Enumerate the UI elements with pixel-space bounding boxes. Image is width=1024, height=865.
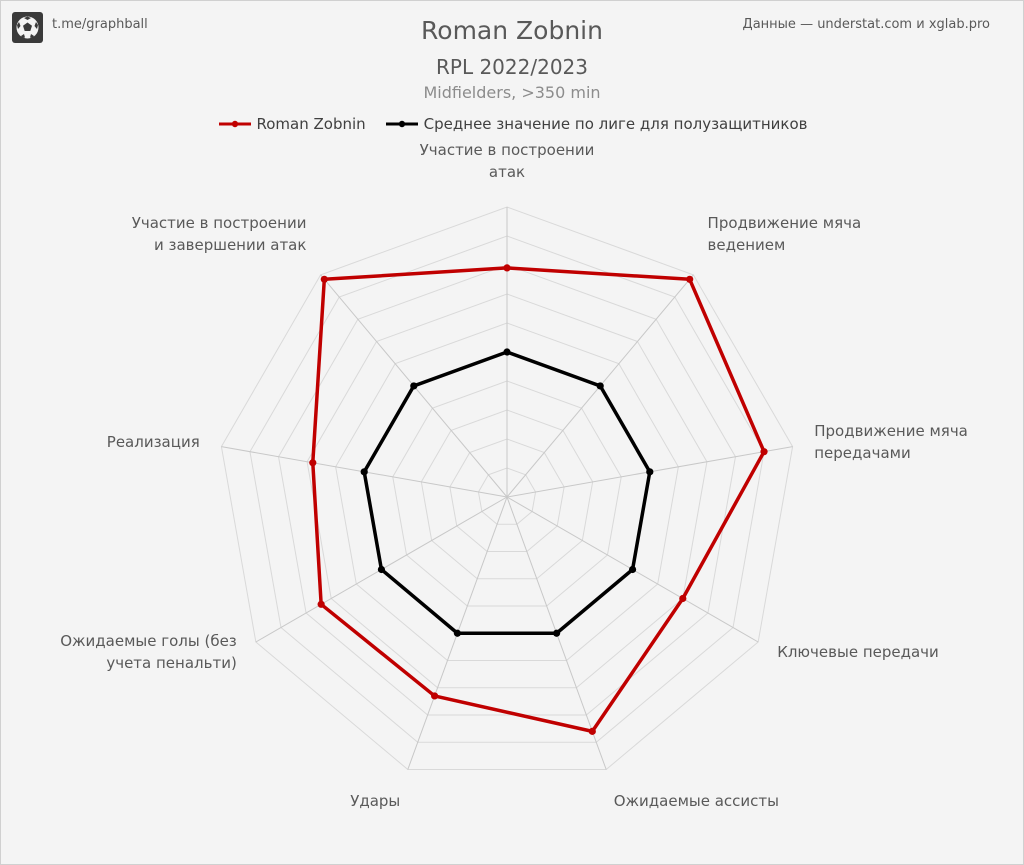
series-1-point-3 (628, 565, 637, 574)
series-1-point-7 (360, 468, 368, 476)
series-1-point-0 (503, 348, 511, 356)
series-0-point-3 (679, 594, 687, 603)
legend-swatch-player (218, 120, 251, 128)
grid-ring-1 (477, 467, 537, 525)
data-source: Данные — understat.com и xglab.pro (742, 17, 990, 32)
axis-label-1-line-1: ведением (708, 236, 786, 254)
axis-label-4: Ожидаемые ассисты (614, 792, 779, 810)
grid-ring-3 (420, 409, 594, 580)
soccer-ball-icon (12, 12, 43, 43)
axis-label-7: Реализация (107, 433, 200, 451)
series-0-point-6 (317, 600, 325, 608)
axis-label-5-line-0: Удары (350, 792, 400, 810)
series-1-point-2 (646, 468, 654, 476)
series-line-1 (362, 350, 652, 636)
series-0-point-5 (430, 692, 439, 700)
series-0-point-2 (760, 448, 768, 456)
series-0-point-1 (686, 275, 694, 283)
series-line-0 (311, 266, 766, 734)
axis-label-7-line-0: Реализация (107, 433, 200, 451)
axis-label-0-line-0: Участие в построении (420, 141, 595, 159)
channel-handle: t.me/graphball (52, 17, 148, 32)
radar-axis-labels: Участие в построении атак Продвижение мяча… (60, 141, 968, 810)
axis-label-2-line-0: Продвижение мяча (814, 422, 968, 440)
grid-ring-6 (335, 322, 679, 662)
series-1-point-6 (377, 565, 386, 574)
series-0-point-0 (503, 264, 511, 272)
series-1-point-5 (453, 629, 462, 637)
grid-ring-9 (249, 235, 765, 743)
axis-label-6: Ожидаемые голы (без учета пенальти) (60, 632, 237, 672)
series-1-point-8 (410, 382, 418, 390)
axis-label-1-line-0: Продвижение мяча (708, 214, 862, 232)
series-0-point-7 (309, 459, 317, 467)
grid-ring-7 (306, 293, 708, 689)
axis-label-3-line-0: Ключевые передачи (777, 643, 939, 661)
radar-series (309, 264, 768, 735)
series-1-point-4 (552, 629, 561, 637)
legend-swatch-average (385, 120, 418, 128)
axis-label-3: Ключевые передачи (777, 643, 939, 661)
radar-grid (220, 206, 794, 771)
axis-label-5: Удары (350, 792, 400, 810)
axis-label-8-line-0: Участие в построении (132, 214, 307, 232)
axis-label-6-line-0: Ожидаемые голы (без (60, 632, 237, 650)
legend-item-average: Среднее значение по лиге для полузащитни… (384, 115, 808, 133)
axis-label-0: Участие в построении атак (420, 141, 595, 181)
chart-title: Roman Zobnin (421, 16, 603, 45)
grid-ring-10 (220, 206, 794, 771)
legend-item-player: Roman Zobnin (217, 115, 366, 133)
axis-label-6-line-1: учета пенальти) (106, 654, 236, 672)
series-0-point-4 (588, 727, 596, 735)
series-0-point-8 (320, 275, 328, 283)
axis-label-8-line-1: и завершении атак (154, 236, 306, 254)
axis-label-8: Участие в построении и завершении атак (132, 214, 307, 254)
axis-label-2-line-1: передачами (814, 444, 910, 462)
legend: Roman Zobnin Среднее значение по лиге дл… (0, 115, 1024, 133)
legend-label-average: Среднее значение по лиге для полузащитни… (423, 115, 808, 133)
series-1-point-1 (596, 382, 604, 390)
axis-label-1: Продвижение мяча ведением (708, 214, 862, 254)
axis-label-2: Продвижение мяча передачами (814, 422, 968, 462)
chart-subtitle: RPL 2022/2023 (436, 55, 588, 79)
grid-ring-2 (449, 438, 565, 553)
chart-subtitle-filter: Midfielders, >350 min (423, 83, 601, 102)
axis-label-4-line-0: Ожидаемые ассисты (614, 792, 779, 810)
axis-label-0-line-1: атак (489, 163, 525, 181)
legend-label-player: Roman Zobnin (256, 115, 366, 133)
grid-ring-4 (392, 380, 622, 607)
